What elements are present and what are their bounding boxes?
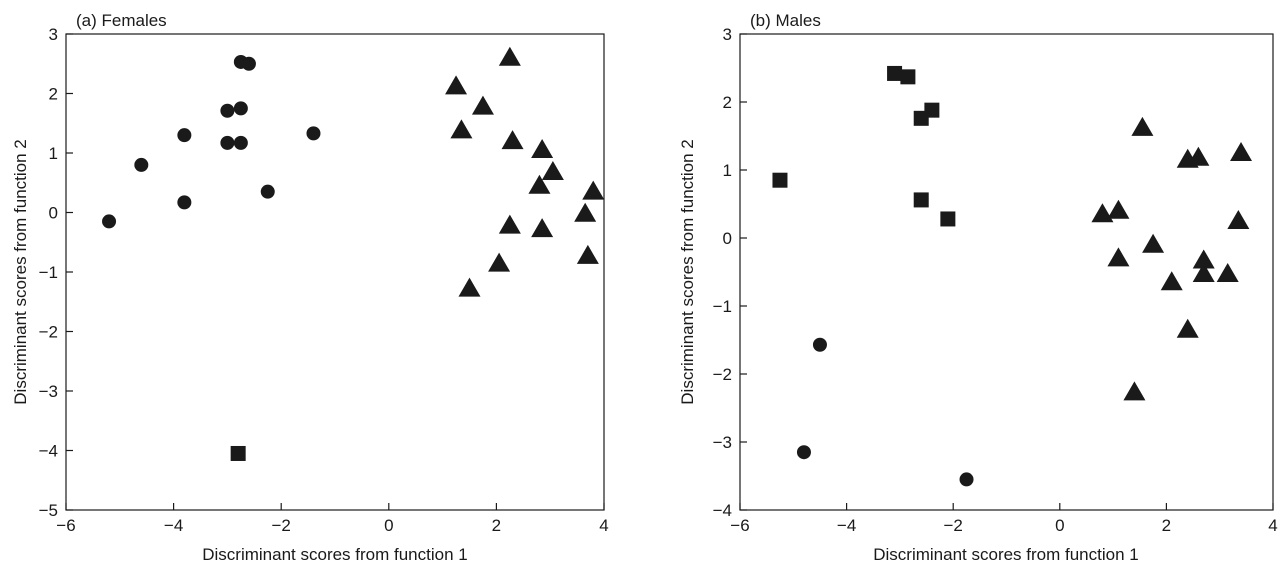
data-point-circle [233,101,248,116]
x-tick-label: −2 [272,516,291,535]
axis-ticks: −6 −4 −2 0 2 4 −5 −4 −3 −2 −1 0 1 2 3 [39,25,609,535]
data-point-triangle [528,174,551,194]
y-tick-label: −1 [39,263,58,282]
y-tick-label: 2 [723,93,732,112]
data-point-triangle [1187,146,1210,166]
x-tick-label: −4 [837,516,856,535]
data-point-triangle [1091,203,1114,223]
x-tick-label: 2 [492,516,501,535]
data-point-square [900,69,916,85]
data-point-circle [177,195,192,210]
x-tick-label: −6 [56,516,75,535]
data-point-triangle [1123,381,1146,401]
x-tick-label: 4 [1268,516,1277,535]
data-point-triangle [1107,247,1130,267]
y-tick-label: −4 [39,442,58,461]
data-point-triangle [1216,263,1239,283]
x-tick-label: 0 [384,516,393,535]
data-point-triangle [1160,271,1183,291]
x-tick-label: −4 [164,516,183,535]
data-point-triangle [576,244,599,264]
y-tick-label: −3 [713,433,732,452]
x-tick-label: 2 [1162,516,1171,535]
data-point-triangle [1176,318,1199,338]
data-point-square [924,102,940,118]
panel-females: (a) Females Discriminant scores from fun… [11,11,609,564]
y-tick-label: 3 [49,25,58,44]
data-point-triangle [501,130,524,150]
y-tick-label: −2 [39,323,58,342]
panel-males: (b) Males Discriminant scores from funct… [678,11,1278,564]
data-point-triangle [1192,249,1215,269]
data-point-triangle [471,95,494,115]
data-point-circle [812,337,827,352]
data-point-triangle [1192,263,1215,283]
y-tick-label: −3 [39,382,58,401]
data-point-triangle [541,161,564,181]
y-tick-label: 0 [723,229,732,248]
data-point-circle [959,472,974,487]
y-tick-label: −4 [713,501,732,520]
y-axis-label: Discriminant scores from function 2 [11,139,30,404]
data-point-square [887,65,903,81]
x-tick-label: 4 [599,516,608,535]
data-point-square [772,172,788,188]
data-point-square [913,192,929,208]
x-tick-label: −6 [730,516,749,535]
data-point-circle [260,184,275,199]
data-point-triangle [1230,142,1253,161]
data-point-triangle [450,119,473,139]
panel-title: (b) Males [750,11,821,30]
data-point-triangle [1107,199,1130,219]
data-point-circle [306,126,321,141]
plot-frame [739,33,1274,511]
data-point-triangle [582,180,605,200]
x-tick-label: −2 [944,516,963,535]
data-point-circle [134,157,149,172]
data-point-triangle [458,277,481,297]
data-point-triangle [498,214,521,234]
data-point-circle [233,135,248,150]
data-point-square [230,445,246,461]
data-point-circle [220,103,235,118]
data-point-triangle [1227,210,1250,229]
x-axis-label: Discriminant scores from function 1 [202,545,467,564]
y-tick-label: −5 [39,501,58,520]
y-tick-label: −1 [713,297,732,316]
y-tick-label: 1 [723,161,732,180]
plot-frame [65,33,605,511]
data-point-triangle [531,218,554,238]
data-point-triangle [1142,233,1165,253]
y-axis-label: Discriminant scores from function 2 [678,139,697,404]
y-tick-label: 2 [49,85,58,104]
data-point-triangle [531,139,554,159]
data-point-triangle [445,75,468,95]
y-tick-label: 1 [49,144,58,163]
data-point-triangle [574,202,597,222]
x-axis-label: Discriminant scores from function 1 [873,545,1138,564]
data-point-circle [241,56,256,71]
data-point-square [940,211,956,227]
data-points [772,65,1253,487]
y-tick-label: 0 [49,204,58,223]
y-tick-label: 3 [723,25,732,44]
y-tick-label: −2 [713,365,732,384]
panel-title: (a) Females [76,11,167,30]
data-point-circle [220,135,235,150]
data-point-triangle [1131,116,1154,136]
data-points [102,46,605,461]
data-point-triangle [498,46,521,66]
data-point-circle [796,445,811,460]
data-point-circle [102,214,117,229]
data-point-circle [177,128,192,143]
data-point-triangle [488,252,511,272]
x-tick-label: 0 [1055,516,1064,535]
